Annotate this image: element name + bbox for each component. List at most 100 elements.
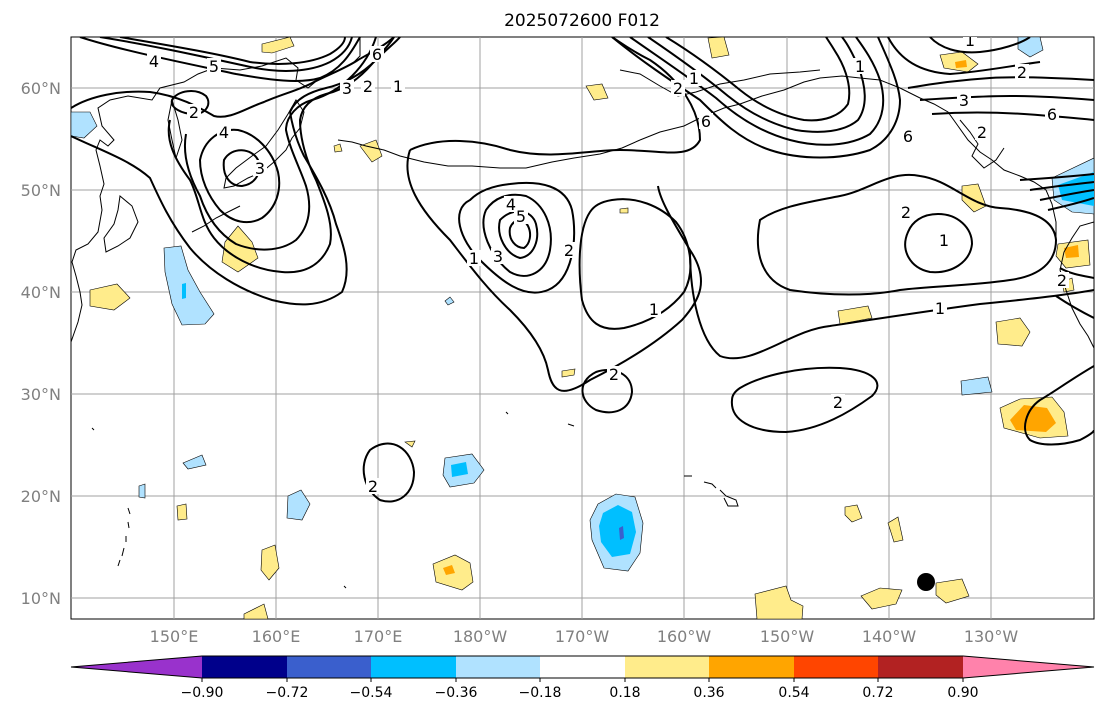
lat-tick-label: 20°N	[21, 487, 61, 506]
contour-label-bg	[853, 58, 867, 74]
lon-tick-label: 150°W	[760, 627, 815, 646]
longitude-axis: 150°E 160°E 170°E 180°W 170°W 160°W 150°W 140°W…	[150, 627, 1019, 646]
negative-shade	[286, 489, 311, 521]
contour-label: 1	[935, 299, 945, 318]
contour	[1024, 365, 1094, 446]
contour-label: 1	[939, 231, 949, 250]
contour-label: 5	[209, 57, 219, 76]
lon-tick-label: 130°W	[964, 627, 1019, 646]
colorbar-swatch	[794, 656, 878, 678]
contour-label-bg	[217, 124, 231, 140]
negative-core	[1058, 172, 1094, 206]
contour	[730, 366, 879, 434]
colorbar-swatch	[540, 656, 625, 678]
colorbar-tick-label: −0.54	[350, 685, 393, 701]
colorbar-swatch	[625, 656, 709, 678]
colorbar-tick-label: 0.72	[862, 685, 893, 701]
negative-core	[619, 526, 624, 540]
contour-label-bg	[963, 37, 977, 48]
contour	[362, 442, 416, 503]
contour-label-bg	[187, 104, 201, 120]
negative-shade	[71, 111, 98, 139]
hawaii-islands	[684, 475, 739, 507]
lat-tick-label: 10°N	[21, 589, 61, 608]
contour-label: 2	[1017, 63, 1027, 82]
contour	[1029, 181, 1094, 191]
colorbar-swatch	[456, 656, 540, 678]
lon-tick-label: 140°W	[862, 627, 917, 646]
contour-label-bg	[1055, 272, 1069, 288]
contour-label-bg	[957, 92, 971, 108]
contour-label: 2	[368, 477, 378, 496]
positive-shade	[561, 368, 576, 378]
negative-shade	[163, 245, 215, 326]
contour	[887, 37, 1041, 76]
contour	[1039, 189, 1094, 201]
contour-label-bg	[975, 124, 989, 140]
contour-label-bg	[901, 128, 915, 144]
contour-label: 2	[564, 241, 574, 260]
negative-shade	[444, 296, 455, 306]
contour-label: 3	[959, 91, 969, 110]
positive-shade	[707, 37, 730, 59]
contour	[71, 37, 401, 306]
negative-core	[182, 283, 186, 299]
contour	[1019, 173, 1094, 181]
contour-label-bg	[562, 242, 576, 258]
contour-label-bg	[937, 232, 951, 248]
contour	[406, 149, 703, 392]
colorbar-swatch	[71, 656, 202, 678]
contour-label-bg	[671, 80, 685, 96]
positive-shade	[619, 207, 629, 214]
positive-shade	[837, 305, 873, 325]
contour-label: 1	[855, 57, 865, 76]
contour	[689, 249, 1094, 360]
contour-label: 1	[689, 69, 699, 88]
contour-label: 2	[833, 393, 843, 412]
positive-core	[955, 60, 967, 68]
positive-shade	[860, 587, 903, 610]
contour-label: 3	[493, 247, 503, 266]
contour-label-bg	[831, 394, 845, 410]
positive-shade	[961, 183, 987, 213]
positive-core	[1064, 245, 1079, 258]
positive-shade	[887, 516, 904, 543]
contour-label-bg	[391, 78, 405, 94]
contour	[1055, 295, 1094, 319]
contour-label: 4	[506, 195, 516, 214]
colorbar-tick-label: −0.72	[266, 685, 309, 701]
negative-shade	[182, 454, 207, 470]
contour	[222, 149, 261, 188]
contour	[409, 37, 702, 156]
contour-label-bg	[361, 78, 375, 94]
alaska-north	[619, 69, 821, 97]
colorbar-tick-labels: −0.90 −0.72 −0.54 −0.36 −0.18 0.18 0.36 0.54 0.7…	[181, 678, 979, 701]
positive-core	[443, 565, 455, 575]
lon-tick-label: 160°W	[657, 627, 712, 646]
negative-core	[599, 505, 636, 557]
contour	[79, 37, 361, 82]
contour-label: 2	[673, 79, 683, 98]
contour-label: 2	[1057, 271, 1067, 290]
contour	[99, 37, 353, 72]
contour-label: 2	[189, 103, 199, 122]
lon-tick-label: 150°E	[150, 627, 199, 646]
contour	[931, 111, 1094, 121]
colorbar-tick-label: 0.36	[693, 685, 724, 701]
contour	[756, 173, 1058, 296]
contour-label-bg	[366, 478, 380, 494]
contour-label: 3	[342, 79, 352, 98]
contour-label: 6	[701, 112, 711, 131]
positive-shade	[844, 504, 863, 523]
lat-tick-label: 30°N	[21, 385, 61, 404]
contour-label-bg	[1045, 106, 1059, 122]
colorbar-swatch	[963, 656, 1094, 678]
contour-labels: 452436321453211221661221216232112	[147, 37, 1069, 496]
contour-label: 3	[255, 159, 265, 178]
positive-shade	[221, 225, 259, 273]
contour-label-bg	[370, 46, 384, 62]
aleutian-islands	[337, 139, 641, 169]
positive-shade	[89, 283, 131, 311]
lon-tick-label: 170°E	[354, 627, 403, 646]
